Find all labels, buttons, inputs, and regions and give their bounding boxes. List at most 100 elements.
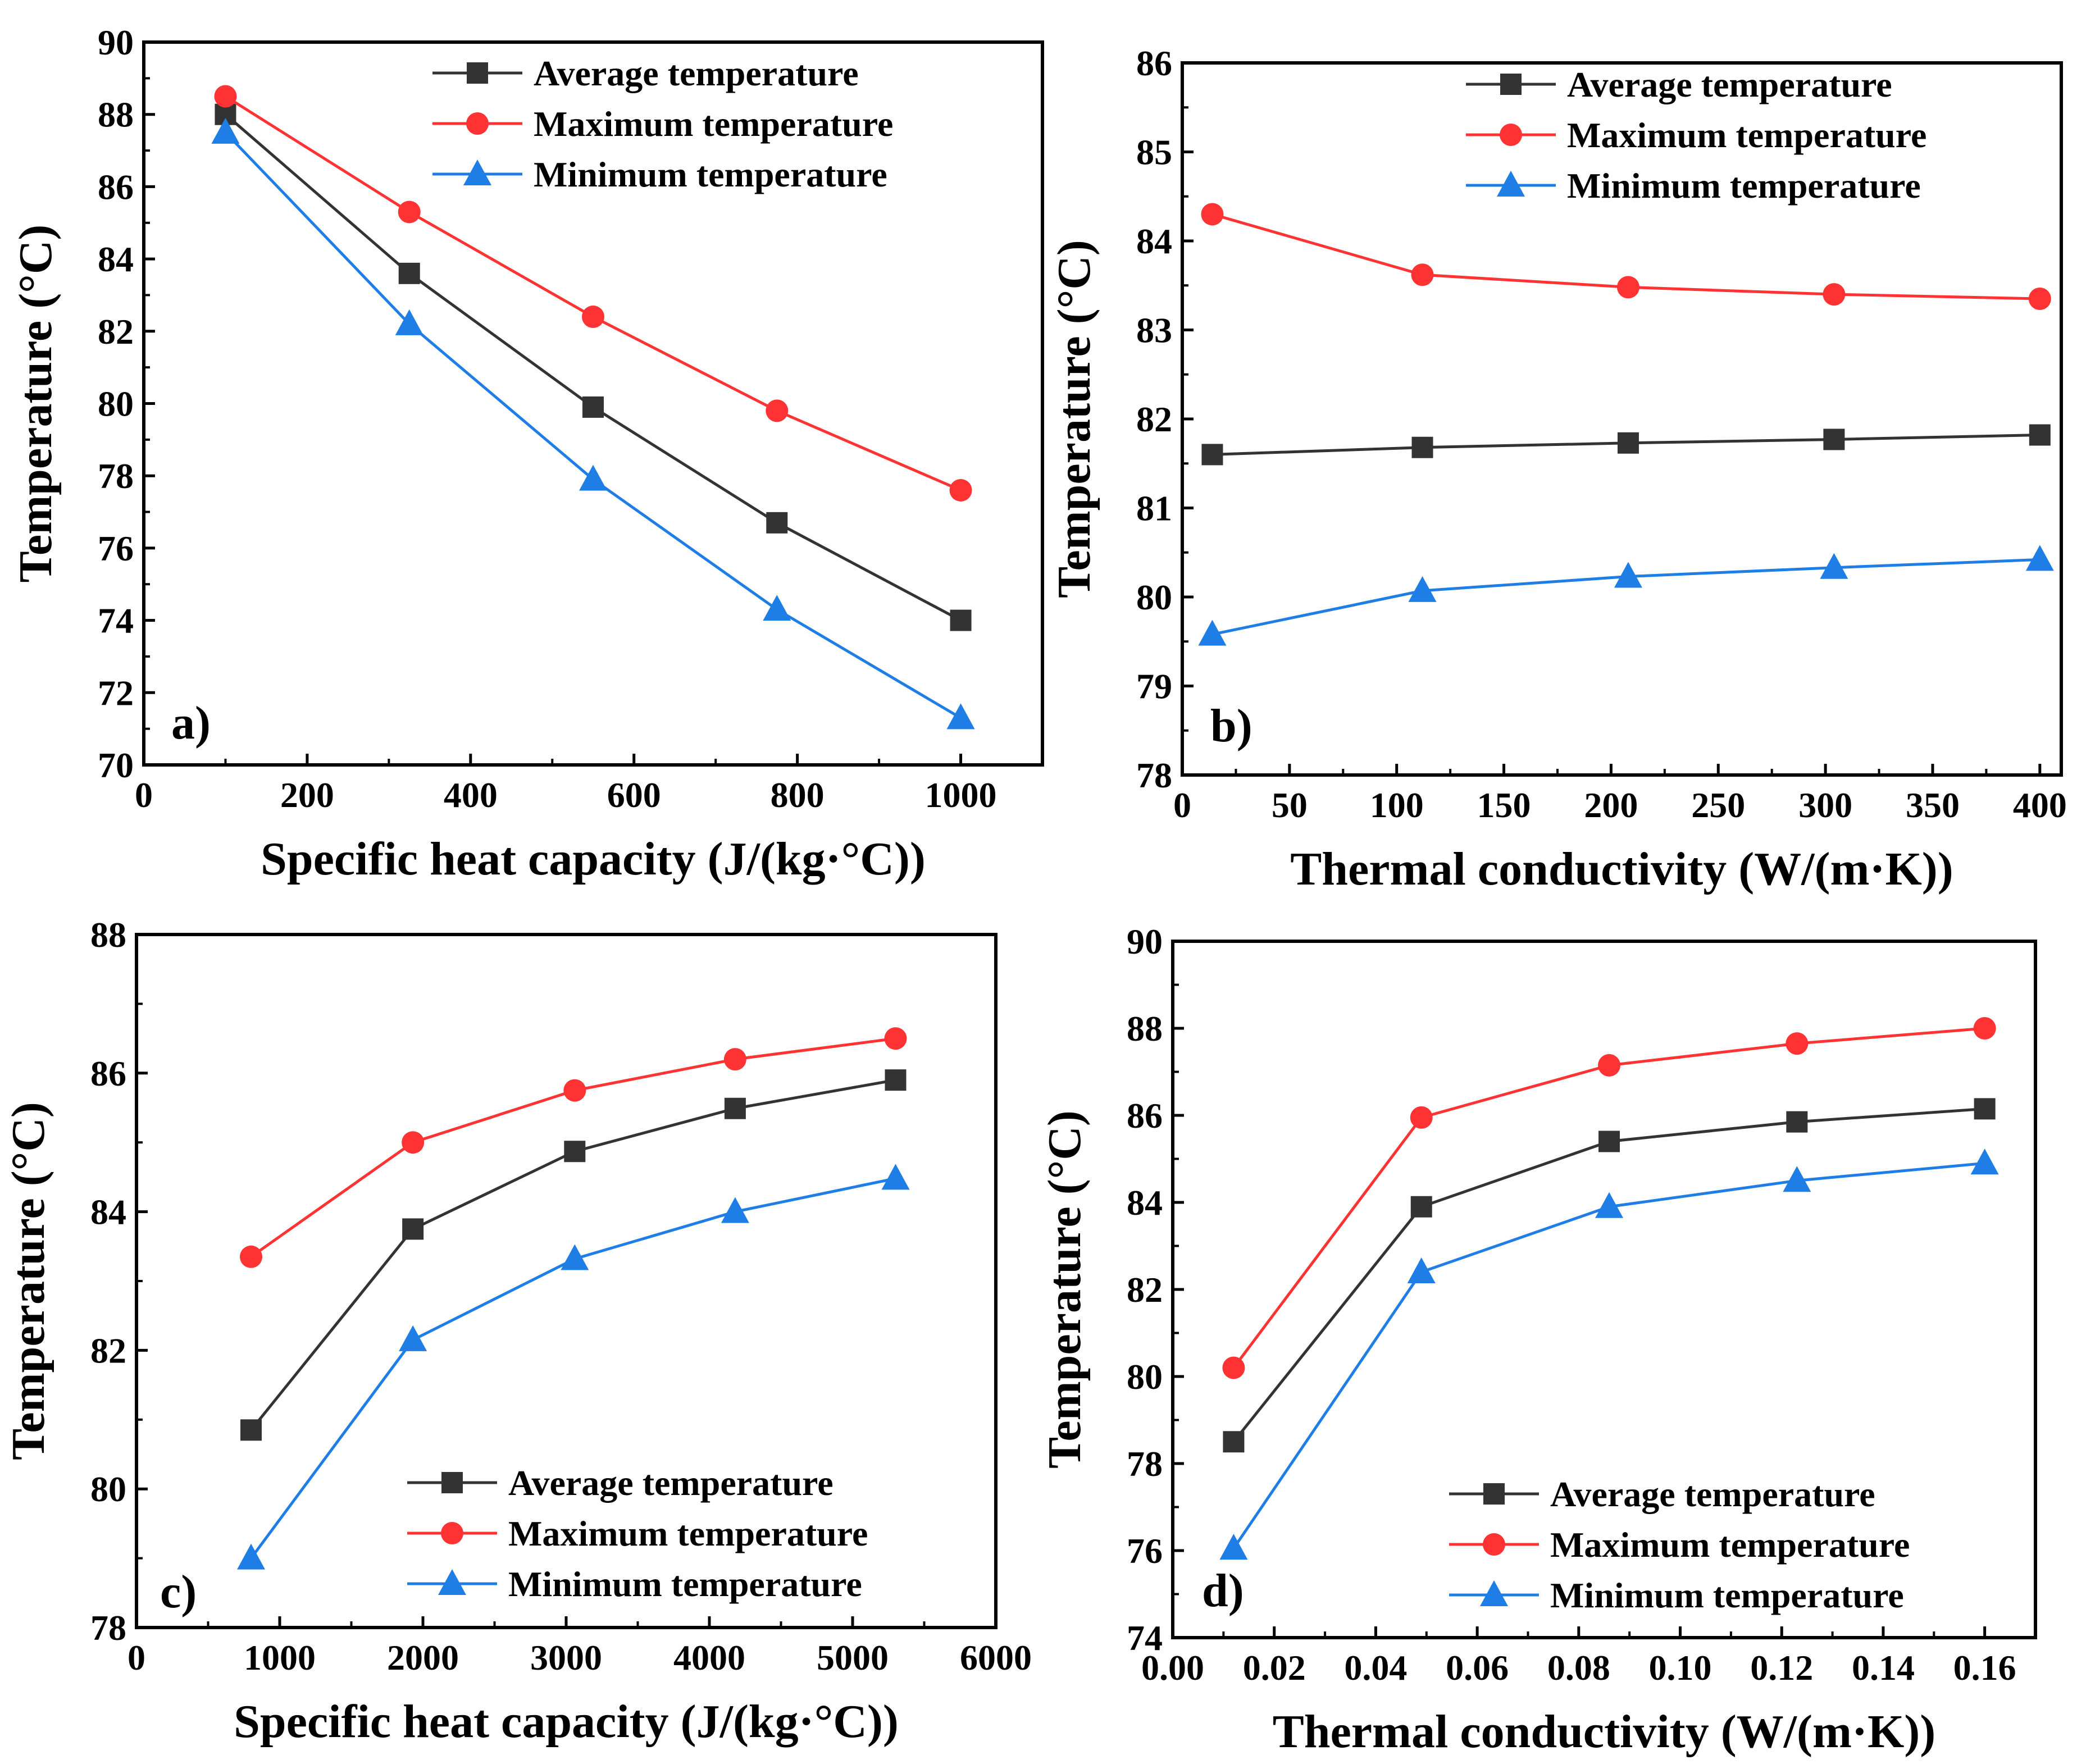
data-point-maximum: [1410, 1106, 1433, 1129]
legend-marker-maximum: [466, 112, 489, 135]
data-point-minimum: [763, 595, 791, 621]
data-point-average: [1617, 432, 1639, 454]
x-tick-label: 400: [2013, 785, 2067, 825]
y-tick-label: 82: [90, 1330, 126, 1370]
x-axis-title: Specific heat capacity (J/(kg·°C)): [234, 1695, 899, 1748]
y-tick-label: 81: [1136, 489, 1172, 528]
legend: Average temperature Maximum temperature Mi…: [1466, 65, 1926, 206]
y-tick-label: 78: [98, 456, 134, 496]
data-point-minimum: [579, 464, 607, 491]
data-point-minimum: [211, 117, 240, 144]
data-point-average: [766, 512, 788, 534]
y-tick-label: 86: [1127, 1096, 1163, 1136]
y-tick-label: 90: [98, 22, 134, 62]
data-point-average: [398, 262, 420, 284]
x-tick-label: 0.14: [1852, 1648, 1915, 1688]
legend-label-average: Average temperature: [534, 53, 859, 93]
data-point-minimum: [1198, 619, 1227, 646]
legend: Average temperature Maximum temperature Mi…: [1449, 1474, 1910, 1615]
y-tick-label: 86: [1136, 43, 1172, 83]
y-tick-label: 78: [1136, 755, 1172, 795]
legend-label-average: Average temperature: [1567, 65, 1892, 104]
panel-label: b): [1210, 700, 1252, 752]
data-point-average: [1598, 1131, 1620, 1152]
legend-marker-maximum: [1500, 124, 1522, 146]
y-tick-label: 82: [1127, 1270, 1163, 1310]
legend-marker-minimum: [1480, 1580, 1508, 1606]
data-point-average: [1974, 1098, 1996, 1120]
data-point-average: [1786, 1111, 1808, 1133]
x-tick-label: 0.06: [1446, 1648, 1509, 1688]
y-tick-label: 84: [90, 1192, 126, 1232]
y-axis-title: Temperature (°C): [10, 225, 62, 583]
data-point-maximum: [1786, 1032, 1809, 1055]
data-point-average: [2029, 424, 2051, 446]
panel-label: a): [171, 697, 211, 749]
data-point-minimum: [1407, 1257, 1436, 1283]
x-tick-label: 2000: [387, 1638, 459, 1678]
data-point-average: [564, 1141, 586, 1163]
legend-marker-average: [467, 62, 488, 84]
data-point-minimum: [395, 309, 423, 335]
series-line-average: [1232, 1107, 1985, 1443]
x-axis-title: Thermal conductivity (W/(m·K)): [1273, 1706, 1936, 1758]
legend-label-average: Average temperature: [508, 1463, 834, 1503]
data-point-minimum: [1820, 553, 1848, 579]
data-point-maximum: [402, 1131, 425, 1154]
data-point-average: [240, 1419, 262, 1441]
data-point-maximum: [563, 1079, 586, 1102]
data-point-maximum: [1973, 1017, 1996, 1040]
data-point-average: [402, 1218, 424, 1240]
legend: Average temperature Maximum temperature Mi…: [432, 53, 893, 194]
x-tick-label: 200: [1584, 785, 1638, 825]
x-tick-label: 5000: [817, 1638, 889, 1678]
data-point-average: [1223, 1431, 1245, 1453]
y-tick-label: 82: [98, 312, 134, 352]
y-tick-label: 84: [1127, 1183, 1163, 1223]
data-point-average: [950, 609, 972, 631]
x-tick-label: 0.16: [1953, 1648, 2016, 1688]
data-point-maximum: [1598, 1054, 1621, 1077]
x-tick-label: 0.08: [1547, 1648, 1610, 1688]
chart-panel-c: 0 1000 2000 3000 4000 5000 6000 78 80 82 84 86 88 Spe…: [2, 915, 1032, 1748]
legend-label-maximum: Maximum temperature: [508, 1514, 868, 1553]
legend-label-minimum: Minimum temperature: [1567, 166, 1921, 206]
x-tick-label: 0.10: [1649, 1648, 1712, 1688]
data-point-minimum: [2025, 545, 2054, 571]
legend-label-maximum: Maximum temperature: [1567, 115, 1926, 155]
data-point-minimum: [399, 1325, 427, 1351]
data-point-maximum: [398, 200, 421, 224]
data-point-average: [1823, 429, 1845, 450]
data-point-maximum: [1616, 276, 1639, 299]
y-tick-label: 80: [1136, 577, 1172, 617]
data-point-minimum: [237, 1543, 265, 1570]
legend: Average temperature Maximum temperature Mi…: [407, 1463, 868, 1604]
x-tick-label: 0: [127, 1638, 145, 1678]
x-axis-title: Specific heat capacity (J/(kg·°C)): [261, 833, 926, 885]
legend-marker-average: [1500, 74, 1522, 95]
data-point-average: [582, 396, 604, 418]
x-tick-label: 0.00: [1141, 1648, 1204, 1688]
y-tick-label: 82: [1136, 399, 1172, 439]
y-tick-label: 76: [98, 528, 134, 568]
x-tick-label: 400: [444, 775, 498, 815]
chart-panel-b: 0 50 100 150 200 250 300 350 400 78 79 80 81 82 83 84 85…: [1048, 43, 2067, 895]
legend-marker-average: [441, 1472, 463, 1493]
data-point-average: [1411, 436, 1433, 458]
x-tick-label: 350: [1906, 785, 1960, 825]
y-tick-label: 84: [1136, 221, 1172, 261]
y-tick-label: 84: [98, 239, 134, 279]
legend-label-minimum: Minimum temperature: [1550, 1575, 1904, 1615]
x-tick-label: 3000: [530, 1638, 602, 1678]
data-point-minimum: [881, 1164, 910, 1190]
data-point-maximum: [949, 478, 972, 502]
data-point-maximum: [1201, 203, 1224, 226]
panel-label: d): [1202, 1565, 1244, 1617]
x-tick-label: 6000: [960, 1638, 1032, 1678]
legend-label-maximum: Maximum temperature: [1550, 1525, 1910, 1565]
y-tick-label: 86: [98, 167, 134, 207]
y-tick-label: 78: [90, 1608, 126, 1648]
y-tick-label: 85: [1136, 133, 1172, 172]
data-point-minimum: [1970, 1148, 1999, 1175]
y-tick-label: 79: [1136, 667, 1172, 706]
